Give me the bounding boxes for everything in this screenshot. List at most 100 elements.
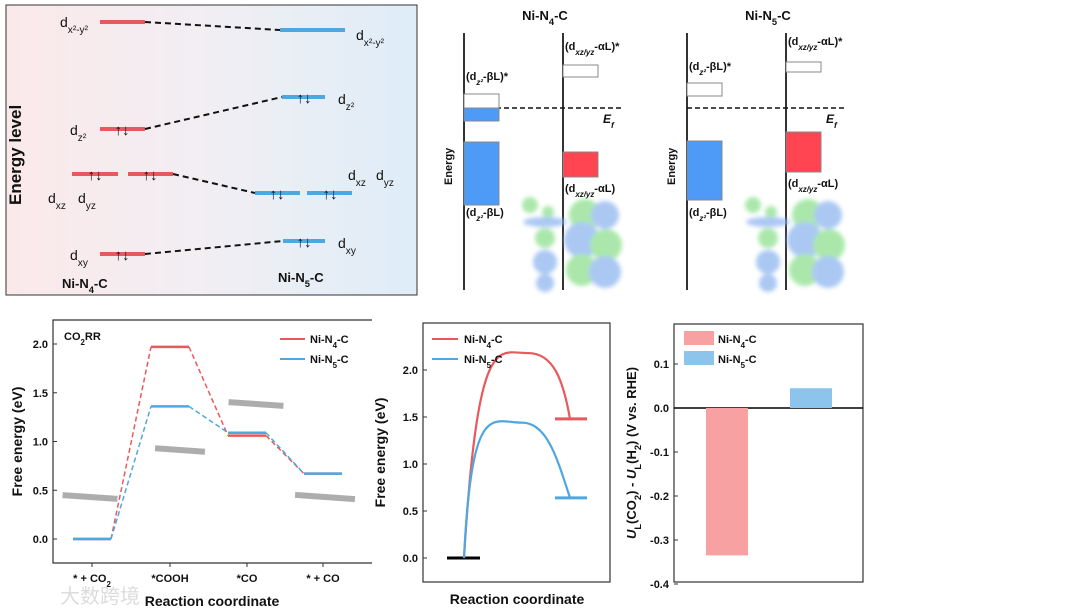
orbital-lobe: [522, 197, 538, 213]
legend-swatch: [684, 351, 714, 365]
orbital-label-dyz: dyz: [376, 167, 394, 189]
orbital-lobe: [535, 228, 555, 248]
label-part: 2: [81, 338, 86, 347]
orbital-label-dx2y2: dx²-y²: [356, 27, 385, 49]
band-diagram-1: Ni-N4-CEfEnergy(dz²-βL)*(dz²-βL)(dxz/yz-…: [443, 8, 622, 292]
legend-label: Ni-N4-C: [310, 334, 349, 350]
connector-dashed-line: [144, 96, 283, 130]
label-part: 5: [741, 361, 746, 370]
y-tick-label: 0.1: [654, 359, 669, 371]
label-part: * + CO: [73, 573, 107, 585]
label-part: (d: [466, 207, 476, 219]
orbital-isosurface-image: [745, 197, 845, 292]
x-tick-label: * + CO: [306, 573, 340, 585]
y-tick-label: -0.4: [650, 579, 670, 591]
y-tick-label: 0.0: [403, 553, 418, 565]
label-part: 4: [741, 341, 746, 350]
chart-limiting-potential-difference: -0.4-0.3-0.2-0.10.00.1Ni-N4-CNi-N5-CUL(C…: [624, 323, 864, 591]
dz2-antibonding-filled-bar: [463, 107, 500, 122]
label-part: xz: [356, 178, 366, 189]
x-axis-title: Reaction coordinate: [450, 591, 585, 607]
label-part: yz: [384, 178, 394, 189]
connector-Ni-N4-C: [265, 435, 305, 475]
label-part: z²: [475, 78, 483, 87]
y-tick-label: -0.1: [650, 447, 669, 459]
orbital-lobe: [765, 206, 777, 218]
label-part: 4: [549, 17, 555, 27]
fermi-level-label: Ef: [826, 112, 838, 130]
orbital-label-dz2: dz²: [70, 122, 87, 144]
label-part: xz/yz: [797, 43, 817, 52]
chart-free-energy-barrier: 0.0 0.5 1.0 1.5 2.0 Reaction coordinate Free e…: [372, 322, 611, 607]
label-part: -C: [745, 334, 757, 346]
orbital-lobe: [533, 250, 557, 274]
legend-label: Ni-N5-C: [464, 354, 503, 370]
plot-frame: [673, 323, 864, 583]
label-part: 2: [106, 580, 111, 589]
label-part: Ni-N: [278, 270, 305, 285]
y-axis-title: UL(CO2) - UL(H2) (V vs. RHE): [624, 367, 643, 539]
chart-free-energy-co2rr: 0.00.51.01.52.0* + CO2 *COOH *CO * + COReac…: [9, 319, 372, 609]
band-diagram-2: Ni-N5-CEfEnergy(dz²-βL)*(dz²-βL)(dxz/yz-…: [666, 8, 845, 292]
orbital-lobe: [789, 254, 821, 286]
label-part: -αL): [817, 178, 838, 190]
connector-dashed-line: [172, 173, 256, 194]
label-part: z²: [475, 214, 483, 223]
label-part: d: [48, 190, 56, 206]
label-part: Ni-N: [522, 8, 549, 23]
x-tick-label: *CO: [237, 573, 258, 585]
energy-axis-label: Energy: [666, 147, 678, 185]
dz2-bonding-bar: [463, 141, 500, 206]
orbital-lobe: [566, 254, 598, 286]
label-part: -C: [337, 354, 349, 366]
label-part: *COOH: [151, 573, 188, 585]
label-part: -αL): [594, 183, 615, 195]
dxz-bonding-label: (dxz/yz-αL): [788, 178, 838, 194]
label-part: (d: [565, 41, 575, 53]
dxz-antibonding-empty-bar: [785, 61, 822, 73]
label-part: d: [338, 235, 346, 251]
plot-frame: [422, 322, 611, 583]
y-tick-label: 1.0: [33, 437, 48, 449]
panel-a-orbital-levels: Energy level ↑↓↑↓↑↓ ↑↓↑↓ ↑↓↑↓↑↓dx²-y² dx²-y…: [5, 4, 418, 296]
dz2-bonding-bar: [686, 140, 723, 201]
y-tick-label: 0.5: [33, 485, 48, 497]
left-structure-label: Ni-N4-C: [62, 276, 108, 295]
orbital-lobe: [813, 229, 845, 261]
band-diagram-title: Ni-N4-C: [522, 8, 568, 27]
label-part: * + CO: [306, 573, 340, 585]
dz2-antibonding-empty-bar: [463, 93, 500, 109]
orbital-lobe: [746, 217, 790, 227]
label-part: z²: [698, 214, 706, 223]
label-part: 4: [487, 341, 492, 350]
label-part: d: [70, 122, 78, 138]
orbital-label-dx2y2: dx²-y²: [60, 14, 89, 36]
label-part: 5: [305, 279, 310, 289]
label-part: d: [356, 27, 364, 43]
dxz-bonding-bar: [785, 131, 822, 173]
orbital-lobe: [812, 256, 844, 288]
y-tick-label: 2.0: [33, 339, 48, 351]
label-part: (CO: [624, 500, 639, 524]
x-tick-label: *COOH: [151, 573, 188, 585]
electron-pair-icon: ↑↓: [88, 167, 103, 184]
orbital-label-dxy: dxy: [338, 235, 357, 257]
orbital-lobe: [814, 201, 842, 229]
label-part: d: [338, 91, 346, 107]
label-part: Ni-N: [464, 354, 487, 366]
dxz-antibonding-empty-bar: [562, 64, 599, 78]
label-part: (d: [466, 71, 476, 83]
label-part: Ni-N: [62, 276, 89, 291]
electron-pair-icon: ↑↓: [143, 167, 158, 184]
label-part: xz/yz: [574, 48, 594, 57]
dz2-bonding-label: (dz²-βL): [466, 207, 504, 223]
y-tick-label: 0.0: [654, 403, 669, 415]
dxz-bonding-label: (dxz/yz-αL): [565, 183, 615, 199]
label-part: -C: [337, 334, 349, 346]
label-part: -C: [554, 8, 568, 23]
orbital-lobe: [536, 274, 554, 292]
label-part: -C: [491, 334, 503, 346]
label-part: xy: [346, 246, 357, 257]
y-tick-label: -0.2: [650, 491, 669, 503]
